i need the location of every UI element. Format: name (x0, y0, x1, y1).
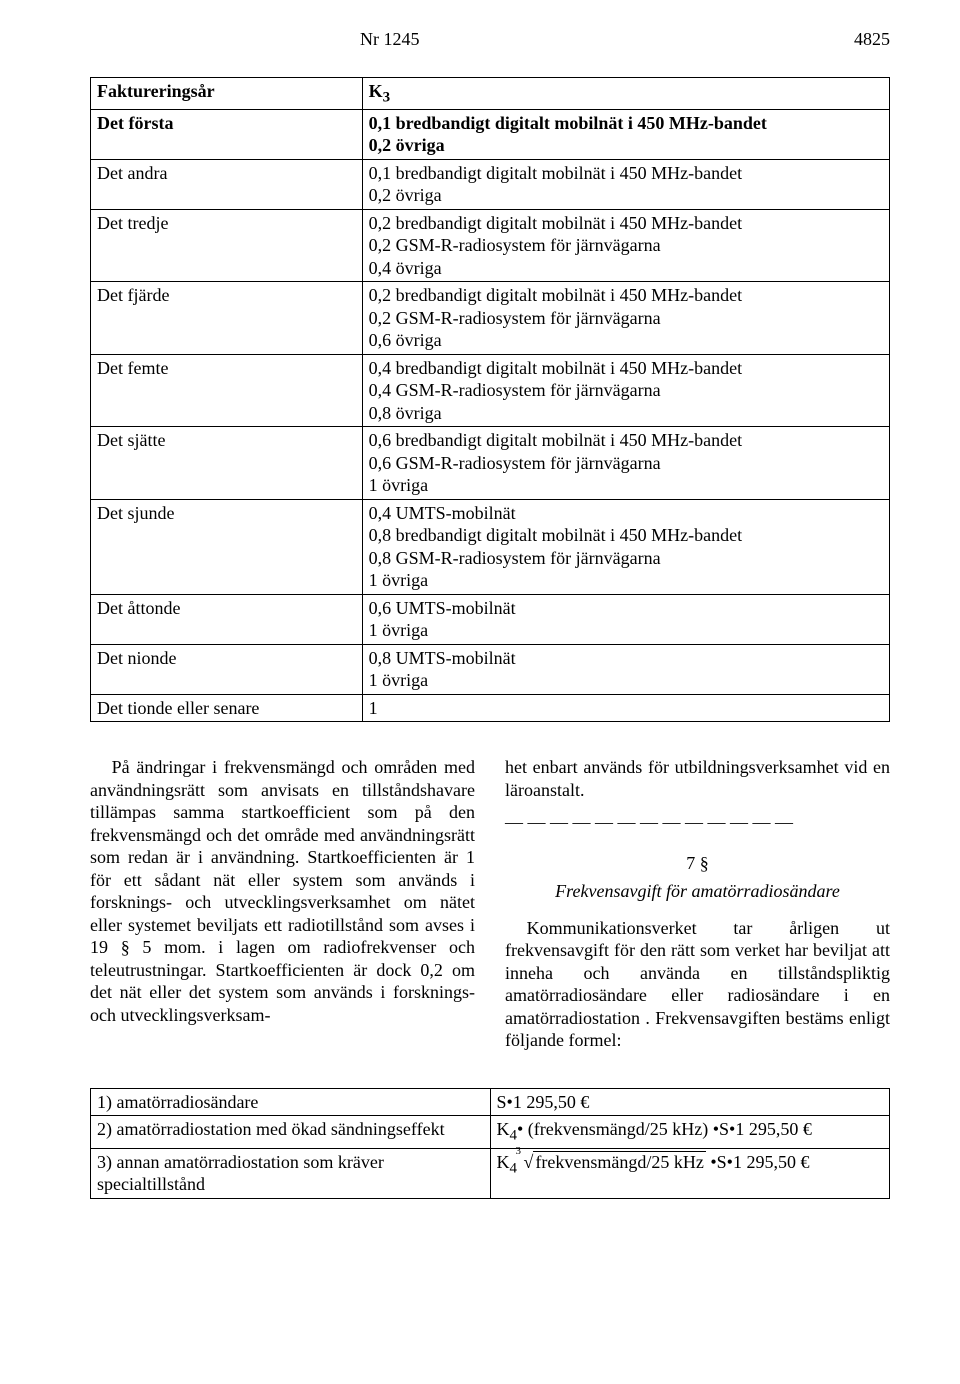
table-row: 1) amatörradiosändareS•1 295,50 € (91, 1088, 890, 1116)
row-label: Det andra (91, 159, 363, 209)
table-row: Det fjärde0,2 bredbandigt digitalt mobil… (91, 282, 890, 355)
table-row: Det första0,1 bredbandigt digitalt mobil… (91, 109, 890, 159)
head-col1: Faktureringsår (91, 77, 363, 109)
page-number: 4825 (854, 28, 890, 51)
table-row: Det nionde0,8 UMTS-mobilnät1 övriga (91, 644, 890, 694)
table-row: Det femte0,4 bredbandigt digitalt mobiln… (91, 354, 890, 427)
row-label: Det tredje (91, 209, 363, 282)
table-row: Det andra0,1 bredbandigt digitalt mobiln… (91, 159, 890, 209)
right-column: het enbart används för utbildningsverksa… (505, 756, 890, 1062)
row-content: 0,6 bredbandigt digitalt mobilnät i 450 … (362, 427, 889, 500)
row-content: 0,6 UMTS-mobilnät1 övriga (362, 594, 889, 644)
row-content: 0,4 bredbandigt digitalt mobilnät i 450 … (362, 354, 889, 427)
page-header: Nr 1245 4825 (90, 28, 890, 51)
bottom-row-value: K4 3√frekvensmängd/25 kHz •S•1 295,50 € (490, 1148, 890, 1198)
section-title: Frekvensavgift för amatörradiosändare (505, 880, 890, 903)
bottom-row-value: K4• (frekvensmängd/25 kHz) •S•1 295,50 € (490, 1116, 890, 1148)
table-row: Det tredje0,2 bredbandigt digitalt mobil… (91, 209, 890, 282)
left-paragraph: På ändringar i frekvensmängd och områden… (90, 756, 475, 1026)
row-label: Det fjärde (91, 282, 363, 355)
section-number: 7 § (505, 852, 890, 875)
head-col2-text: K3 (369, 81, 391, 101)
row-content: 0,2 bredbandigt digitalt mobilnät i 450 … (362, 282, 889, 355)
right-top-paragraph: het enbart används för utbildningsverksa… (505, 756, 890, 801)
row-label: Det första (91, 109, 363, 159)
row-label: Det tionde eller senare (91, 694, 363, 722)
row-content: 1 (362, 694, 889, 722)
table-row: Det tionde eller senare1 (91, 694, 890, 722)
row-content: 0,8 UMTS-mobilnät1 övriga (362, 644, 889, 694)
row-content: 0,1 bredbandigt digitalt mobilnät i 450 … (362, 109, 889, 159)
bottom-row-label: 2) amatörradiostation med ökad sändnings… (91, 1116, 491, 1148)
table-row: Det åttonde0,6 UMTS-mobilnät1 övriga (91, 594, 890, 644)
body-columns: På ändringar i frekvensmängd och områden… (90, 756, 890, 1062)
doc-number: Nr 1245 (90, 28, 420, 51)
row-content: 0,2 bredbandigt digitalt mobilnät i 450 … (362, 209, 889, 282)
table-row: 2) amatörradiostation med ökad sändnings… (91, 1116, 890, 1148)
bottom-row-value: S•1 295,50 € (490, 1088, 890, 1116)
left-column: På ändringar i frekvensmängd och områden… (90, 756, 475, 1062)
bottom-table: 1) amatörradiosändareS•1 295,50 €2) amat… (90, 1088, 890, 1199)
row-label: Det femte (91, 354, 363, 427)
head-col2: K3 (362, 77, 889, 109)
main-table: Faktureringsår K3 Det första0,1 bredband… (90, 77, 890, 723)
bottom-row-label: 1) amatörradiosändare (91, 1088, 491, 1116)
right-paragraph: Kommunikationsverket tar årligen ut frek… (505, 917, 890, 1052)
table-row: 3) annan amatörradiostation som kräver s… (91, 1148, 890, 1198)
table-head-row: Faktureringsår K3 (91, 77, 890, 109)
row-label: Det sjätte (91, 427, 363, 500)
row-content: 0,4 UMTS-mobilnät0,8 bredbandigt digital… (362, 499, 889, 594)
table-row: Det sjunde0,4 UMTS-mobilnät0,8 bredbandi… (91, 499, 890, 594)
row-label: Det nionde (91, 644, 363, 694)
row-label: Det sjunde (91, 499, 363, 594)
row-content: 0,1 bredbandigt digitalt mobilnät i 450 … (362, 159, 889, 209)
dash-separator: — — — — — — — — — — — — — (505, 811, 890, 834)
row-label: Det åttonde (91, 594, 363, 644)
bottom-row-label: 3) annan amatörradiostation som kräver s… (91, 1148, 491, 1198)
table-row: Det sjätte0,6 bredbandigt digitalt mobil… (91, 427, 890, 500)
